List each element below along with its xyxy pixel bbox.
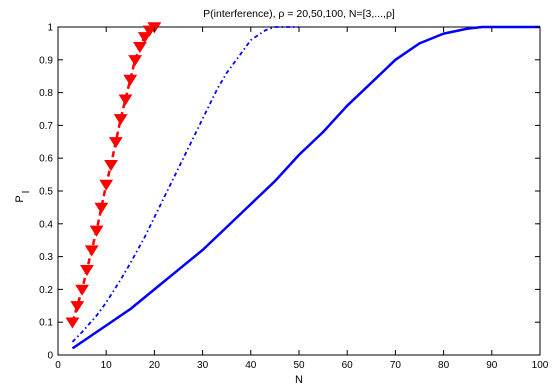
y-axis-label-subscript: I <box>21 191 32 194</box>
x-tick-label: 0 <box>55 360 61 371</box>
x-tick-label: 30 <box>197 360 209 371</box>
series-1-marker <box>104 160 118 172</box>
y-tick-label: 0.7 <box>39 121 53 132</box>
series-2-line <box>71 26 299 343</box>
chart-title: P(interference), ρ = 20,50,100, N=[3,...… <box>203 8 395 20</box>
y-tick-label: 0.6 <box>39 154 53 165</box>
y-tick-label: 0.8 <box>39 88 53 99</box>
series-1-marker <box>80 265 94 277</box>
x-tick-label: 20 <box>149 360 161 371</box>
series-layer <box>65 22 540 350</box>
x-tick-label: 100 <box>532 360 549 371</box>
series-1-marker <box>133 41 147 54</box>
series-1-marker <box>128 55 143 67</box>
y-tick-label: 0.1 <box>39 318 53 329</box>
series-1-marker <box>89 225 104 237</box>
series-1-marker <box>137 32 152 44</box>
x-tick-label: 70 <box>390 360 402 371</box>
series-1-marker <box>84 245 99 257</box>
plot-frame <box>57 26 541 356</box>
x-tick-label: 90 <box>486 360 498 371</box>
series-1-marker <box>108 137 123 149</box>
x-axis-label: N <box>295 374 303 386</box>
series-1-marker <box>113 114 128 126</box>
plot-area <box>57 26 541 356</box>
x-tick-label: 10 <box>101 360 113 371</box>
ticks-layer: 0 10 20 30 40 50 60 70 80 90 100 0 0.1 0.2 0.3 0.4 0.5 0.… <box>39 23 549 372</box>
y-tick-label: 0.2 <box>39 285 53 296</box>
y-tick-label: 0.4 <box>39 219 53 230</box>
y-axis-label-main: P <box>14 195 26 202</box>
y-tick-label: 0.5 <box>39 187 53 198</box>
y-tick-label: 0.9 <box>39 55 53 66</box>
x-tick-label: 40 <box>245 360 257 371</box>
series-1-marker <box>65 317 80 329</box>
y-tick-label: 1 <box>47 23 53 34</box>
y-tick-label: 0.3 <box>39 252 53 263</box>
y-axis-label: P I <box>14 191 32 203</box>
series-1-marker <box>118 94 133 106</box>
x-tick-label: 60 <box>342 360 354 371</box>
series-1-marker <box>75 284 90 296</box>
series-1-marker <box>70 301 85 313</box>
x-tick-label: 50 <box>293 360 305 371</box>
series-1-marker <box>123 74 138 86</box>
series-1-marker <box>99 179 114 191</box>
x-tick-label: 80 <box>438 360 450 371</box>
series-3-line <box>71 25 540 350</box>
y-tick-label: 0 <box>47 351 53 362</box>
series-1-marker <box>94 202 109 214</box>
